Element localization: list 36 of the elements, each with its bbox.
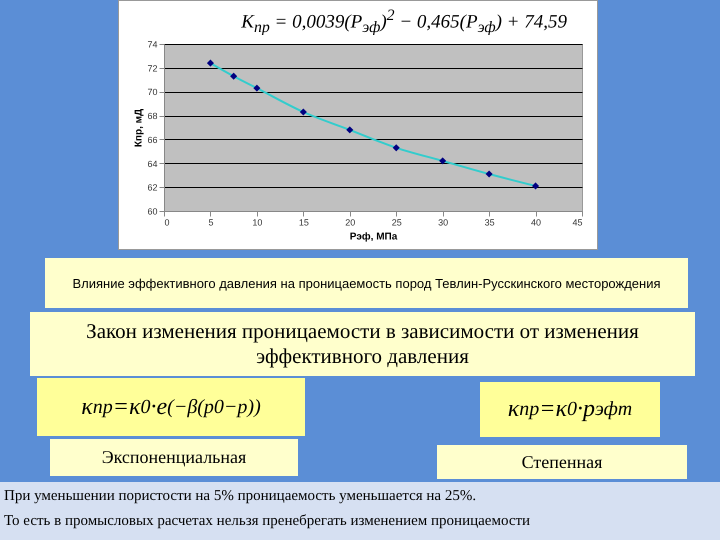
- text: При уменьшении пористости на 5% проницаемость уменьшается на 25%.: [4, 487, 478, 506]
- x-tick-label: 15: [298, 218, 309, 228]
- x-tick-label: 30: [438, 218, 448, 228]
- point: [206, 60, 214, 67]
- y-tick-label: 62: [147, 182, 158, 193]
- text: Экспоненциальная: [50, 439, 298, 476]
- y-tick-label: 64: [147, 158, 158, 169]
- x-tick-label: 25: [392, 218, 402, 228]
- y-tick-label: 66: [147, 134, 158, 145]
- point: [346, 126, 354, 134]
- point: [486, 170, 493, 178]
- point: [439, 157, 446, 164]
- x-tick-label: 35: [484, 218, 495, 228]
- point: [253, 84, 260, 92]
- x-tick-label: 45: [572, 218, 582, 228]
- y-tick-label: 70: [147, 87, 158, 98]
- x-tick-label: 10: [252, 218, 262, 228]
- point: [300, 108, 307, 116]
- text: Закон изменения проницаемости в зависимости от изменения эффективного давления: [30, 312, 695, 376]
- y-tick-label: 74: [147, 40, 158, 50]
- text: Степенная: [437, 445, 687, 479]
- x-tick-label: 40: [531, 218, 542, 228]
- point: [532, 182, 540, 190]
- y-tick-label: 72: [147, 63, 158, 74]
- text: Влияние эффективного давления на проницаемость пород Тевлин-Русскинского месторождения: [45, 258, 688, 308]
- y-axis-title: Кпр, мД: [133, 108, 144, 148]
- y-tick-label: 60: [147, 206, 158, 216]
- x-tick-label: 0: [164, 218, 170, 228]
- x-axis-title: Рэф, МПа: [350, 232, 398, 242]
- point: [230, 72, 238, 80]
- point: [392, 144, 400, 152]
- x-tick-label: 5: [208, 218, 214, 228]
- x-tick-label: 20: [345, 218, 356, 228]
- text: То есть в промысловых расчетах нельзя пренебрегать изменением проницаемости: [4, 512, 532, 531]
- y-tick-label: 68: [147, 111, 158, 122]
- chart-title: K$_{пр}$ = 0,0039(P$_{эф}$)$^{2}$ − 0,465(P$_{эф}$) + 74,59: [241, 7, 567, 36]
